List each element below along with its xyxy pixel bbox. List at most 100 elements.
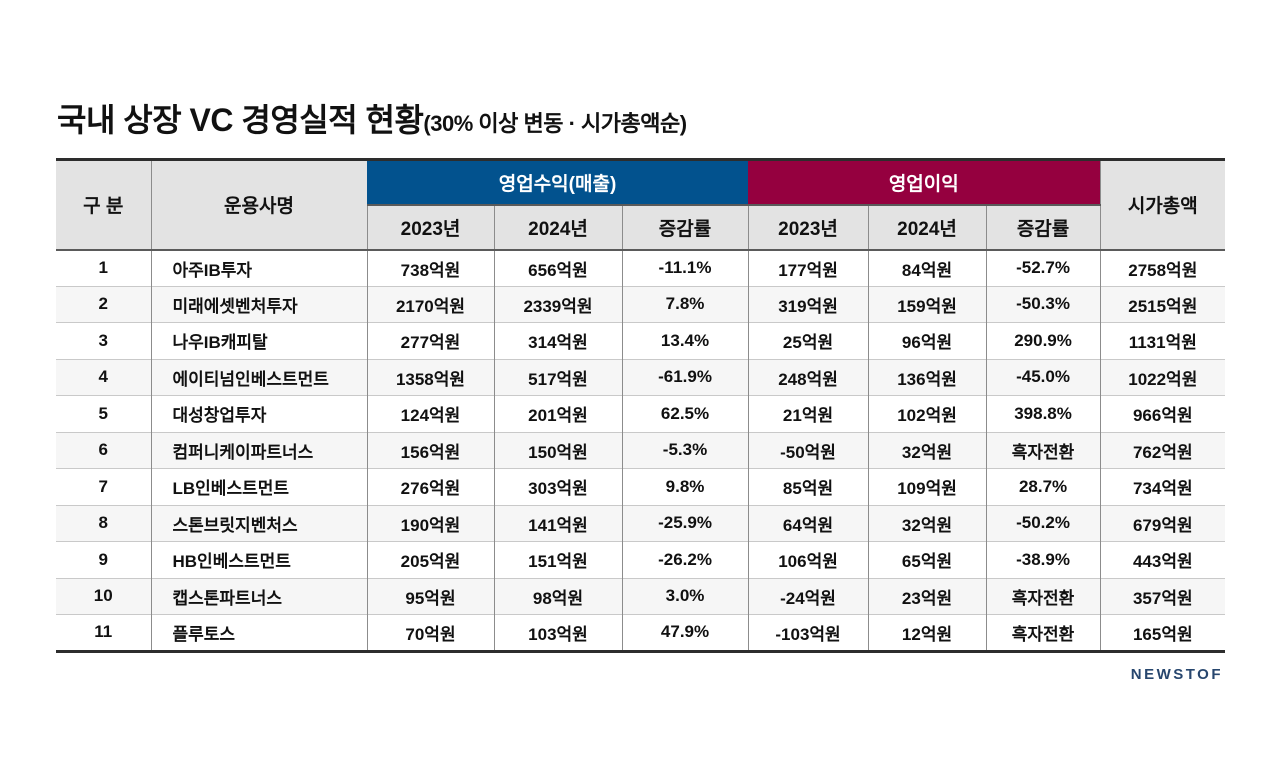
cell-rank: 4 bbox=[56, 358, 151, 396]
cell-profit-change: -50.2% bbox=[985, 504, 1101, 542]
cell-profit-change: -50.3% bbox=[985, 285, 1101, 323]
cell-revenue-change: -61.9% bbox=[621, 358, 749, 396]
cell-revenue-2023: 2170억원 bbox=[366, 285, 494, 323]
cell-company: 에이티넘인베스트먼트 bbox=[150, 358, 367, 396]
col-group-profit: 영업이익 bbox=[748, 159, 1101, 206]
cell-market-cap: 762억원 bbox=[1099, 431, 1226, 469]
cell-company: 아주IB투자 bbox=[150, 249, 367, 286]
col-header-revenue-2023: 2023년 bbox=[366, 204, 494, 251]
col-header-marketcap: 시가총액 bbox=[1099, 159, 1226, 251]
cell-revenue-2024: 141억원 bbox=[493, 504, 622, 542]
cell-revenue-2023: 124억원 bbox=[366, 395, 494, 432]
cell-revenue-2024: 303억원 bbox=[493, 468, 622, 505]
table-row: 8 스톤브릿지벤처스 190억원 141억원 -25.9% 64억원 32억원 -50.2% 6… bbox=[56, 504, 1226, 542]
cell-profit-2024: 32억원 bbox=[867, 504, 987, 542]
cell-revenue-2024: 2339억원 bbox=[493, 285, 622, 323]
col-header-category: 구 분 bbox=[56, 159, 151, 251]
cell-profit-2023: -103억원 bbox=[747, 614, 869, 651]
cell-company: 컴퍼니케이파트너스 bbox=[150, 431, 367, 469]
cell-revenue-change: -11.1% bbox=[621, 249, 749, 286]
col-header-profit-2023: 2023년 bbox=[747, 204, 869, 251]
cell-profit-2023: -50억원 bbox=[747, 431, 869, 469]
table-row: 5 대성창업투자 124억원 201억원 62.5% 21억원 102억원 398.8% 966… bbox=[56, 395, 1226, 432]
cell-revenue-change: 13.4% bbox=[621, 322, 749, 359]
cell-revenue-2023: 1358억원 bbox=[366, 358, 494, 396]
cell-profit-2024: 102억원 bbox=[867, 395, 987, 432]
cell-revenue-2023: 70억원 bbox=[366, 614, 494, 651]
cell-company: 플루토스 bbox=[150, 614, 367, 651]
cell-profit-2024: 109억원 bbox=[867, 468, 987, 505]
cell-profit-2023: -24억원 bbox=[747, 577, 869, 615]
col-header-revenue-change: 증감률 bbox=[621, 204, 749, 251]
table-row: 6 컴퍼니케이파트너스 156억원 150억원 -5.3% -50억원 32억원 흑자전환 76… bbox=[56, 431, 1226, 469]
col-header-company: 운용사명 bbox=[150, 159, 367, 251]
cell-company: 나우IB캐피탈 bbox=[150, 322, 367, 359]
cell-profit-change: 28.7% bbox=[985, 468, 1101, 505]
cell-revenue-change: -5.3% bbox=[621, 431, 749, 469]
header-sub-row: 2023년 2024년 증감률 2023년 2024년 증감률 bbox=[56, 204, 1225, 251]
cell-company: 미래에셋벤처투자 bbox=[150, 285, 367, 323]
cell-profit-2024: 65억원 bbox=[867, 541, 987, 578]
cell-revenue-2023: 277억원 bbox=[366, 322, 494, 359]
cell-revenue-2024: 98억원 bbox=[493, 577, 622, 615]
cell-revenue-change: 47.9% bbox=[621, 614, 749, 651]
cell-revenue-2023: 738억원 bbox=[366, 249, 494, 286]
header-banner-row: 구 분 운용사명 영업수익(매출) 영업이익 시가총액 bbox=[56, 159, 1226, 251]
table-row: 10 캡스톤파트너스 95억원 98억원 3.0% -24억원 23억원 흑자전환 357억원 bbox=[56, 577, 1226, 615]
cell-profit-2023: 177억원 bbox=[747, 249, 869, 286]
cell-profit-2024: 84억원 bbox=[867, 249, 987, 286]
cell-profit-change: -52.7% bbox=[985, 249, 1101, 286]
cell-market-cap: 1022억원 bbox=[1099, 358, 1226, 396]
cell-market-cap: 2515억원 bbox=[1099, 285, 1226, 323]
table-row: 3 나우IB캐피탈 277억원 314억원 13.4% 25억원 96억원 290.9% 113… bbox=[56, 322, 1226, 359]
cell-market-cap: 2758억원 bbox=[1099, 249, 1226, 286]
cell-profit-change: 290.9% bbox=[985, 322, 1101, 359]
title-main: 국내 상장 VC 경영실적 현황 bbox=[57, 102, 424, 138]
col-group-revenue: 영업수익(매출) bbox=[367, 159, 749, 206]
cell-profit-2023: 319억원 bbox=[747, 285, 869, 323]
cell-rank: 7 bbox=[56, 468, 151, 505]
cell-profit-change: 흑자전환 bbox=[985, 614, 1101, 651]
table-row: 11 플루토스 70억원 103억원 47.9% -103억원 12억원 흑자전환 165억원 bbox=[56, 614, 1226, 651]
title-sub: (30% 이상 변동 · 시가총액순) bbox=[423, 111, 687, 136]
cell-profit-change: -45.0% bbox=[985, 358, 1101, 396]
cell-rank: 8 bbox=[56, 504, 151, 542]
table-row: 7 LB인베스트먼트 276억원 303억원 9.8% 85억원 109억원 28.7% 734… bbox=[56, 468, 1226, 505]
cell-rank: 11 bbox=[56, 614, 151, 651]
cell-profit-2024: 159억원 bbox=[867, 285, 987, 323]
cell-revenue-2024: 201억원 bbox=[493, 395, 622, 432]
table-row: 2 미래에셋벤처투자 2170억원 2339억원 7.8% 319억원 159억원 -50.3… bbox=[56, 285, 1226, 323]
cell-profit-2024: 32억원 bbox=[867, 431, 987, 469]
cell-revenue-2024: 103억원 bbox=[493, 614, 622, 651]
col-header-profit-change: 증감률 bbox=[985, 204, 1101, 251]
cell-company: 스톤브릿지벤처스 bbox=[150, 504, 367, 542]
cell-revenue-change: 3.0% bbox=[621, 577, 749, 615]
cell-profit-change: -38.9% bbox=[985, 541, 1101, 578]
cell-revenue-change: 7.8% bbox=[621, 285, 749, 323]
cell-revenue-2024: 517억원 bbox=[493, 358, 622, 396]
cell-company: LB인베스트먼트 bbox=[150, 468, 367, 505]
newstof-logo: NEWSTOF bbox=[1130, 666, 1223, 683]
cell-profit-2023: 64억원 bbox=[747, 504, 869, 542]
cell-rank: 1 bbox=[56, 249, 151, 286]
cell-market-cap: 966억원 bbox=[1099, 395, 1226, 432]
cell-profit-2023: 21억원 bbox=[747, 395, 869, 432]
cell-revenue-2024: 151억원 bbox=[493, 541, 622, 578]
col-header-revenue-2024: 2024년 bbox=[493, 204, 622, 251]
cell-revenue-2023: 190억원 bbox=[366, 504, 494, 542]
cell-market-cap: 679억원 bbox=[1099, 504, 1226, 542]
table-row: 1 아주IB투자 738억원 656억원 -11.1% 177억원 84억원 -52.7% 27… bbox=[56, 249, 1226, 286]
cell-rank: 3 bbox=[56, 322, 151, 359]
cell-rank: 5 bbox=[56, 395, 151, 432]
cell-profit-2023: 25억원 bbox=[747, 322, 869, 359]
cell-market-cap: 165억원 bbox=[1099, 614, 1226, 651]
cell-revenue-2023: 205억원 bbox=[366, 541, 494, 578]
cell-profit-change: 흑자전환 bbox=[985, 577, 1101, 615]
cell-revenue-2024: 314억원 bbox=[493, 322, 622, 359]
cell-profit-2024: 12억원 bbox=[867, 614, 987, 651]
cell-rank: 2 bbox=[56, 285, 151, 323]
cell-rank: 6 bbox=[56, 431, 151, 469]
table-body: 1 아주IB투자 738억원 656억원 -11.1% 177억원 84억원 -52.7% 27… bbox=[56, 249, 1226, 651]
cell-revenue-2023: 276억원 bbox=[366, 468, 494, 505]
